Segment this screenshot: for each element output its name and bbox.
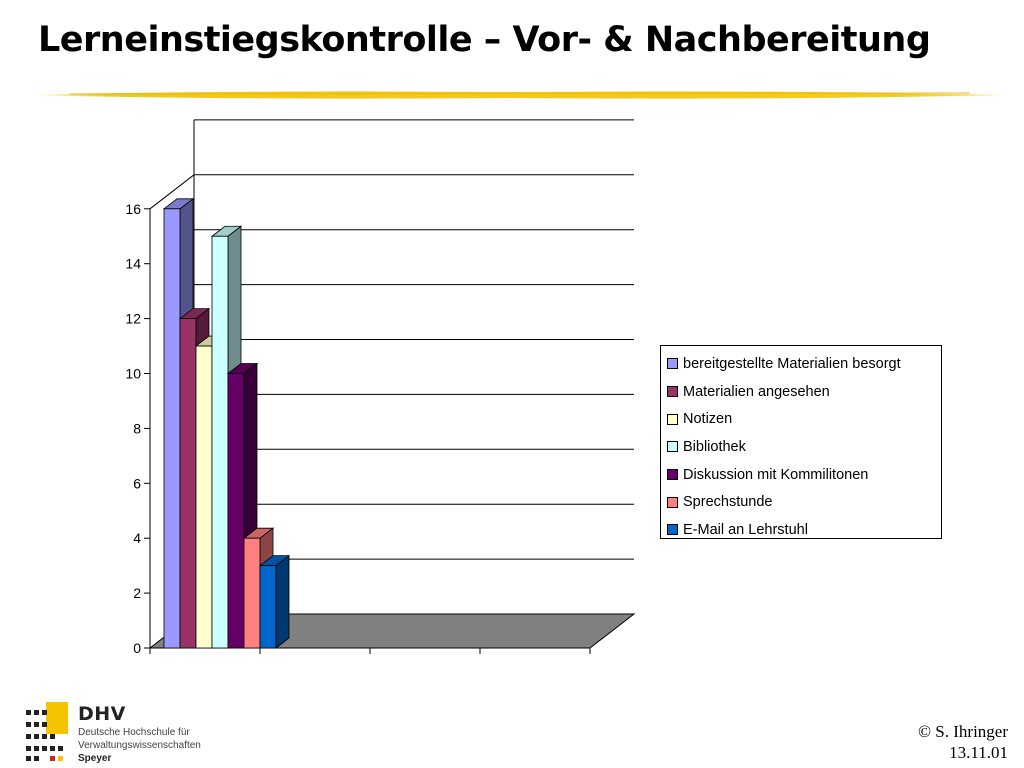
legend-item: Bibliothek bbox=[667, 433, 941, 461]
logo-line: Deutsche Hochschule für bbox=[78, 727, 190, 738]
bar bbox=[211, 235, 229, 649]
bar bbox=[243, 537, 261, 649]
footer-author: © S. Ihringer bbox=[918, 722, 1008, 741]
legend-swatch bbox=[667, 358, 678, 370]
legend-label: Notizen bbox=[683, 411, 733, 428]
chart-legend: bereitgestellte Materialien besorgt Mate… bbox=[660, 345, 942, 539]
y-tick-label: 8 bbox=[133, 420, 141, 436]
legend-item: Notizen bbox=[667, 405, 941, 433]
legend-swatch bbox=[667, 496, 678, 508]
y-tick-label: 6 bbox=[133, 475, 141, 491]
bar-side bbox=[275, 554, 290, 649]
legend-swatch bbox=[667, 469, 678, 481]
legend-label: Sprechstunde bbox=[683, 494, 773, 511]
bar bbox=[163, 208, 181, 649]
legend-swatch bbox=[667, 413, 678, 425]
legend-label: E-Mail an Lehrstuhl bbox=[683, 521, 808, 538]
logo-line: Speyer bbox=[78, 753, 112, 764]
legend-swatch bbox=[667, 524, 678, 536]
legend-item: Materialien angesehen bbox=[667, 378, 941, 406]
y-tick-label: 4 bbox=[133, 530, 141, 546]
y-tick-label: 14 bbox=[125, 256, 141, 272]
y-tick-label: 2 bbox=[133, 585, 141, 601]
y-tick-label: 10 bbox=[125, 366, 141, 382]
legend-swatch bbox=[667, 386, 678, 398]
slide-title: Lerneinstiegskontrolle – Vor- & Nachbere… bbox=[38, 20, 931, 60]
bar bbox=[259, 565, 277, 649]
legend-swatch bbox=[667, 441, 678, 453]
dhv-logo-mark bbox=[26, 702, 68, 761]
wall-edge bbox=[149, 174, 195, 210]
y-tick-label: 12 bbox=[125, 311, 141, 327]
legend-item: bereitgestellte Materialien besorgt bbox=[667, 350, 941, 378]
legend-label: bereitgestellte Materialien besorgt bbox=[683, 355, 901, 372]
y-tick-label: 0 bbox=[133, 640, 141, 656]
title-underline bbox=[30, 91, 1005, 99]
legend-item: Diskussion mit Kommilitonen bbox=[667, 461, 941, 489]
legend-label: Materialien angesehen bbox=[683, 383, 830, 400]
y-tick-label: 16 bbox=[125, 201, 141, 217]
legend-label: Diskussion mit Kommilitonen bbox=[683, 466, 869, 483]
bar bbox=[227, 373, 245, 649]
logo-name: DHV bbox=[78, 703, 126, 725]
legend-item: Sprechstunde bbox=[667, 488, 941, 516]
bar bbox=[179, 318, 197, 649]
footer-date: 13.11.01 bbox=[949, 743, 1008, 762]
bar bbox=[195, 345, 213, 649]
logo-line: Verwaltungswissenschaften bbox=[78, 740, 201, 751]
legend-label: Bibliothek bbox=[683, 438, 746, 455]
legend-item: E-Mail an Lehrstuhl bbox=[667, 516, 941, 544]
